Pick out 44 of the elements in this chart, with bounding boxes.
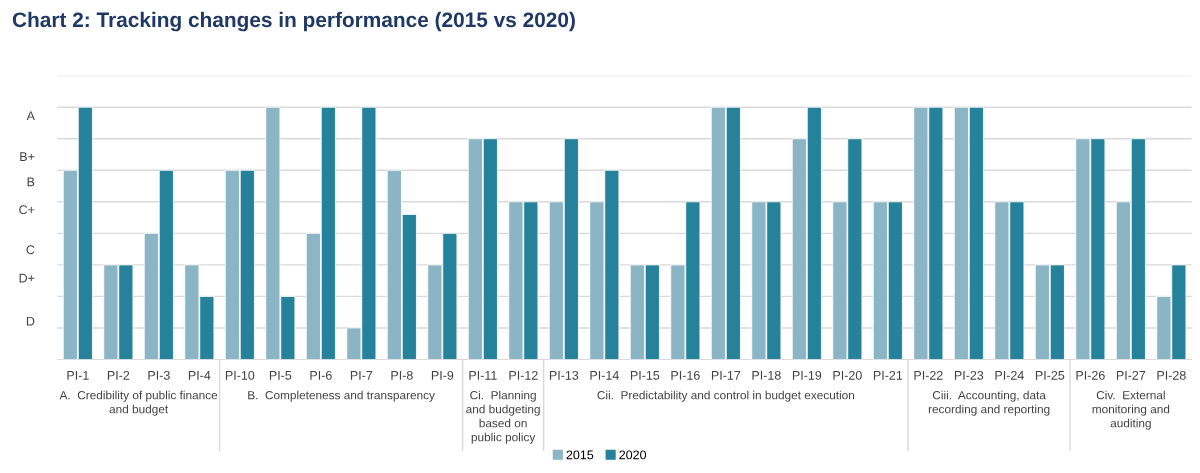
x-tick-label: PI-28 [1157,370,1186,380]
text: C+ [19,205,35,215]
x-tick-label: PI-12 [509,370,538,380]
text: C [26,245,35,255]
x-tick-label: PI-13 [549,370,579,380]
x-tick-label: PI-19 [792,370,822,380]
text: B [27,177,35,187]
x-tick-label: PI-2 [107,370,130,380]
x-tick-label: PI-26 [1076,370,1105,380]
x-tick-label: PI-10 [225,370,255,380]
text: B. Completeness and transparency [248,390,435,402]
x-tick-label: PI-20 [833,370,862,380]
legend-label: 2020 [619,450,647,460]
x-tick-label: PI-21 [873,370,903,380]
x-tick-label: PI-5 [269,371,292,380]
x-tick-label: PI-8 [391,370,413,380]
x-tick-label: PI-27 [1116,370,1146,380]
legend-label: 2015 [566,450,594,460]
text: D [26,316,35,326]
chart-title: Chart 2: Tracking changes in performance (2015 vs 2020) [12,11,575,32]
x-tick-label: PI-4 [188,371,211,380]
x-tick-label: PI-23 [954,370,984,380]
x-tick-label: PI-7 [350,371,373,380]
text: B+ [20,152,35,161]
x-tick-label: PI-24 [995,370,1024,380]
x-tick-label: PI-22 [914,370,943,380]
text: Civ. External monitoring and auditing [1092,390,1170,430]
x-tick-label: PI-3 [148,370,170,380]
x-tick-label: PI-11 [469,371,497,380]
text: Ci. Planning and budgeting based on public policy [466,390,540,444]
x-tick-label: PI-14 [590,371,619,380]
x-tick-label: PI-16 [671,370,700,380]
text: A. Credibility of public finance and budget [59,390,218,416]
x-tick-label: PI-15 [630,371,660,380]
text: Ciii. Accounting, data recording and reporting [928,390,1050,416]
x-tick-label: PI-17 [711,371,741,380]
x-tick-label: PI-18 [752,370,781,380]
x-tick-label: PI-9 [431,370,454,380]
x-tick-label: PI-25 [1035,370,1065,380]
x-tick-label: PI-6 [310,370,332,380]
text: A [26,111,35,121]
text: D+ [19,273,35,283]
text: Cii. Predictability and control in budget execution [597,390,855,402]
x-tick-label: PI-1 [67,371,89,380]
